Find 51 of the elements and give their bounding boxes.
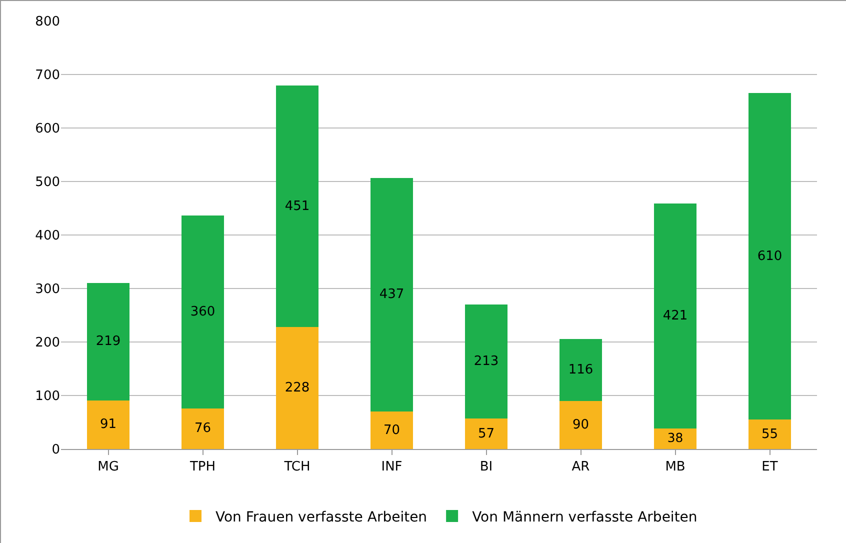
data-label: 437 (379, 287, 404, 302)
y-tick-label: 400 (35, 228, 60, 244)
x-tick-label: TCH (283, 460, 310, 475)
bar (276, 327, 319, 449)
y-tick-label: 600 (35, 122, 60, 137)
bar (748, 420, 792, 449)
y-tick-label: 0 (52, 442, 60, 458)
data-label: 38 (667, 430, 684, 446)
x-tick-label: AR (572, 460, 590, 475)
legend-label: Von Frauen verfasste Arbeiten (216, 509, 428, 526)
data-label: 213 (474, 354, 499, 370)
bar (181, 216, 224, 408)
data-label: 91 (100, 417, 117, 432)
y-tick-label: 800 (35, 14, 60, 30)
y-tick-label: 700 (35, 68, 60, 84)
y-tick-label: 100 (35, 389, 60, 404)
x-tick-label: MG (98, 460, 119, 475)
x-tick-label: BI (480, 460, 493, 475)
y-tick-label: 300 (35, 282, 60, 298)
data-label: 70 (383, 422, 400, 438)
data-label: 57 (478, 426, 495, 442)
bar (748, 93, 792, 420)
bar (559, 400, 602, 449)
data-label: 219 (96, 334, 121, 350)
bar (276, 86, 319, 328)
bar (559, 338, 602, 401)
bar (370, 412, 414, 449)
data-label: 116 (568, 362, 594, 378)
x-tick-label: TPH (188, 460, 216, 475)
y-tick-label: 200 (35, 336, 60, 351)
bar (654, 428, 697, 449)
legend-label: Von Männern verfasste Arbeiten (472, 509, 698, 526)
x-tick-label: INF (381, 460, 402, 475)
bar (86, 400, 130, 449)
data-label: 90 (572, 417, 590, 432)
bar (181, 408, 224, 449)
bar (464, 418, 508, 449)
data-label: 76 (194, 421, 212, 436)
x-tick-label: MB (665, 460, 686, 475)
data-label: 451 (284, 198, 310, 214)
bar (86, 283, 130, 400)
data-label: 421 (662, 308, 688, 324)
data-label: 55 (761, 426, 778, 442)
data-label: 610 (757, 248, 782, 264)
bar (654, 203, 697, 429)
x-tick-label: ET (762, 460, 778, 475)
data-label: 228 (284, 380, 310, 396)
data-label: 360 (190, 304, 216, 320)
bar (370, 178, 414, 412)
y-tick-label: 500 (35, 175, 60, 190)
bar (464, 304, 508, 419)
